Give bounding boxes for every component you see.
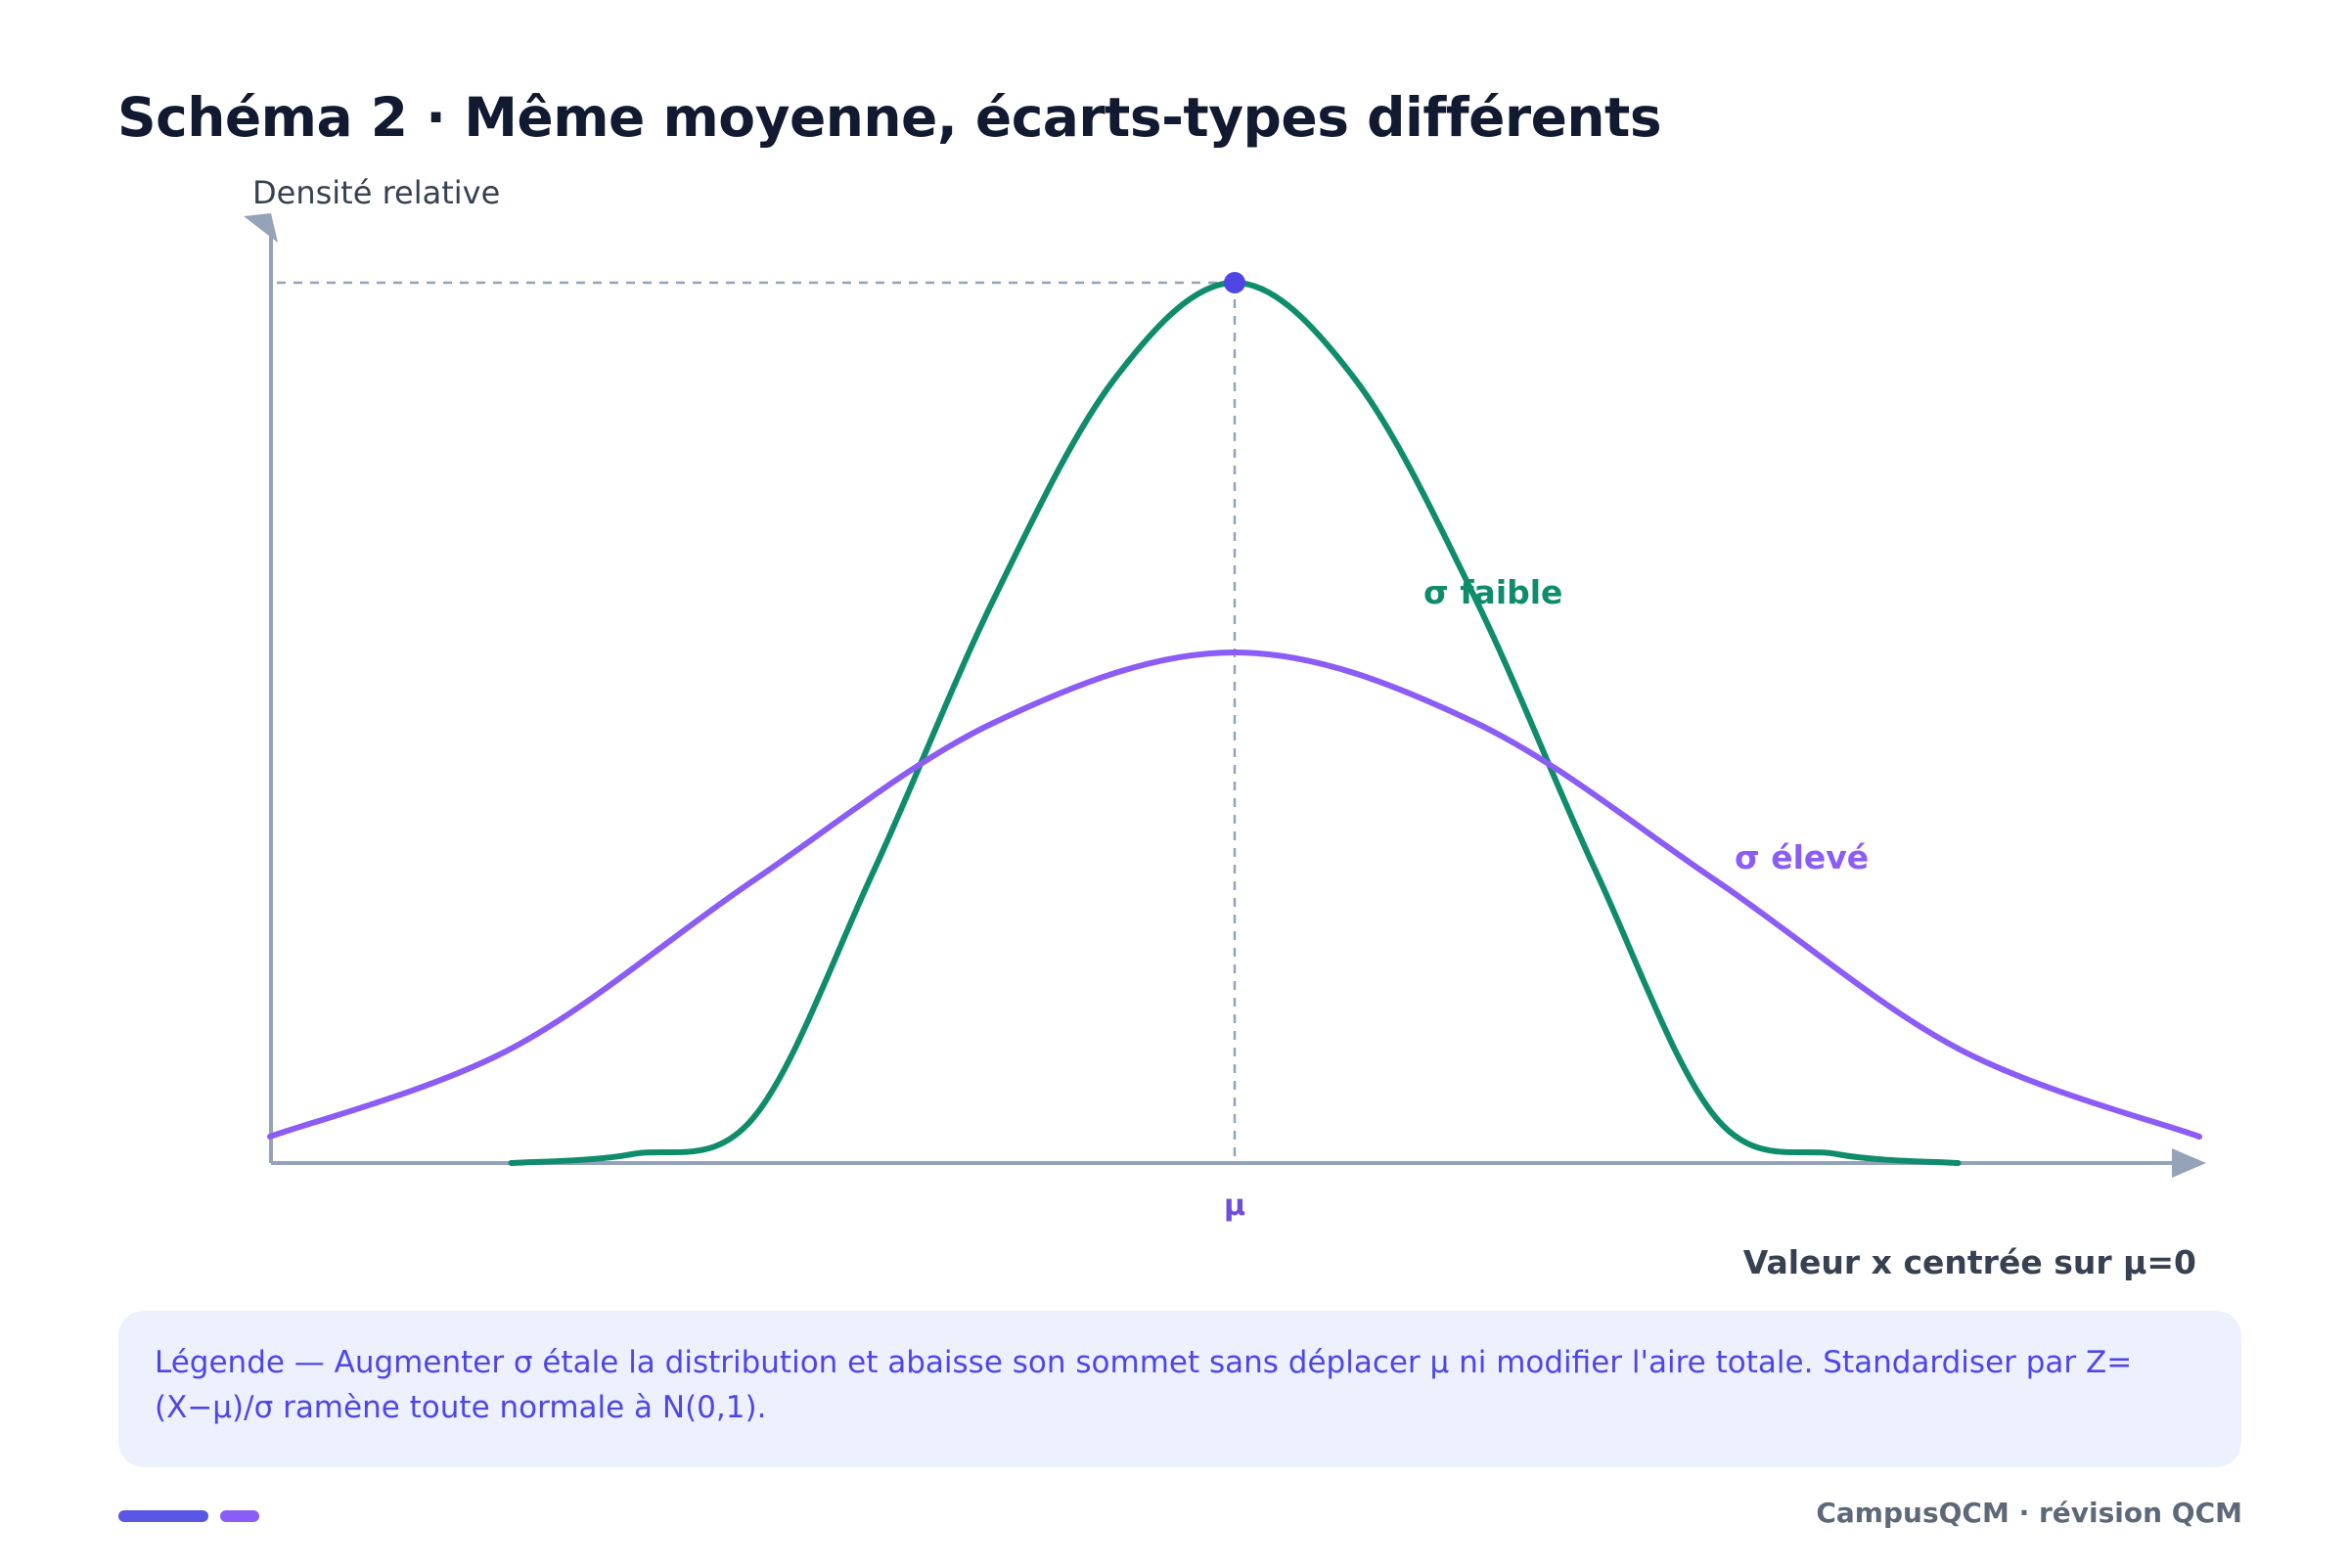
series-label-sigma-faible: σ faible	[1423, 573, 1562, 611]
footer-brand: CampusQCM · révision QCM	[1816, 1497, 2242, 1529]
y-axis-label: Densité relative	[252, 174, 500, 211]
peak-marker	[1224, 272, 1245, 293]
series-label-sigma-eleve: σ élevé	[1735, 838, 1869, 876]
y-axis-arrow	[244, 213, 278, 243]
legend-box: Légende — Augmenter σ étale la distribut…	[118, 1311, 2241, 1467]
chart: μ Densité relative Valeur x centrée sur μ=…	[244, 174, 2206, 1281]
axes	[244, 213, 2206, 1178]
x-tick-label-mu: μ	[1224, 1188, 1245, 1223]
guide-lines	[277, 281, 1237, 1163]
accent-bar-violet	[220, 1510, 259, 1522]
x-axis-arrow	[2172, 1148, 2206, 1178]
chart-title: Schéma 2 · Même moyenne, écarts-types di…	[117, 86, 1662, 149]
curve-sigma-eleve	[267, 650, 2202, 1140]
legend-text: Légende — Augmenter σ étale la distribut…	[155, 1345, 2133, 1425]
chart-labels: μ Densité relative Valeur x centrée sur μ=…	[252, 174, 2196, 1281]
accent-bar-indigo	[118, 1510, 208, 1522]
x-axis-label: Valeur x centrée sur μ=0	[1743, 1243, 2196, 1281]
curves	[267, 272, 2202, 1166]
